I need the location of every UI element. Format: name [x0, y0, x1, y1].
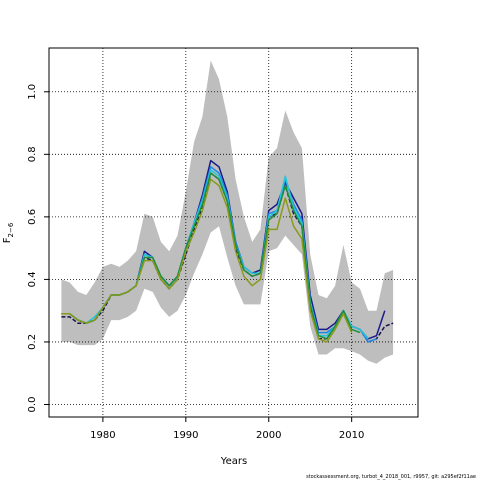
x-tick-label: 2010: [339, 430, 364, 441]
footer-caption: stockassessment.org, turbot_4_2018_001, …: [306, 474, 476, 480]
x-tick-label: 1990: [173, 430, 198, 441]
confidence-band: [61, 60, 394, 364]
x-tick-label: 2000: [256, 430, 281, 441]
y-axis: 0.0 0.2 0.4 0.6 0.8 1.0: [27, 84, 49, 413]
series-line-6: [61, 178, 353, 343]
y-axis-title: F2−6: [2, 222, 15, 243]
y-axis-title-main: F: [2, 237, 13, 243]
y-axis-title-subscript: 2−6: [7, 222, 15, 237]
y-tick-label: 0.6: [27, 209, 38, 225]
y-tick-label: 0.2: [27, 334, 38, 350]
x-tick-label: 1980: [90, 430, 115, 441]
y-tick-label: 0.0: [27, 397, 38, 413]
y-tick-label: 1.0: [27, 84, 38, 100]
y-tick-label: 0.4: [27, 271, 38, 287]
confidence-band-area: [61, 60, 394, 364]
x-axis: 1980 1990 2000 2010: [90, 417, 364, 441]
series-lines: [61, 159, 394, 343]
plot-frame: [48, 47, 419, 418]
y-tick-label: 0.8: [27, 146, 38, 162]
x-axis-title: Years: [220, 456, 247, 467]
